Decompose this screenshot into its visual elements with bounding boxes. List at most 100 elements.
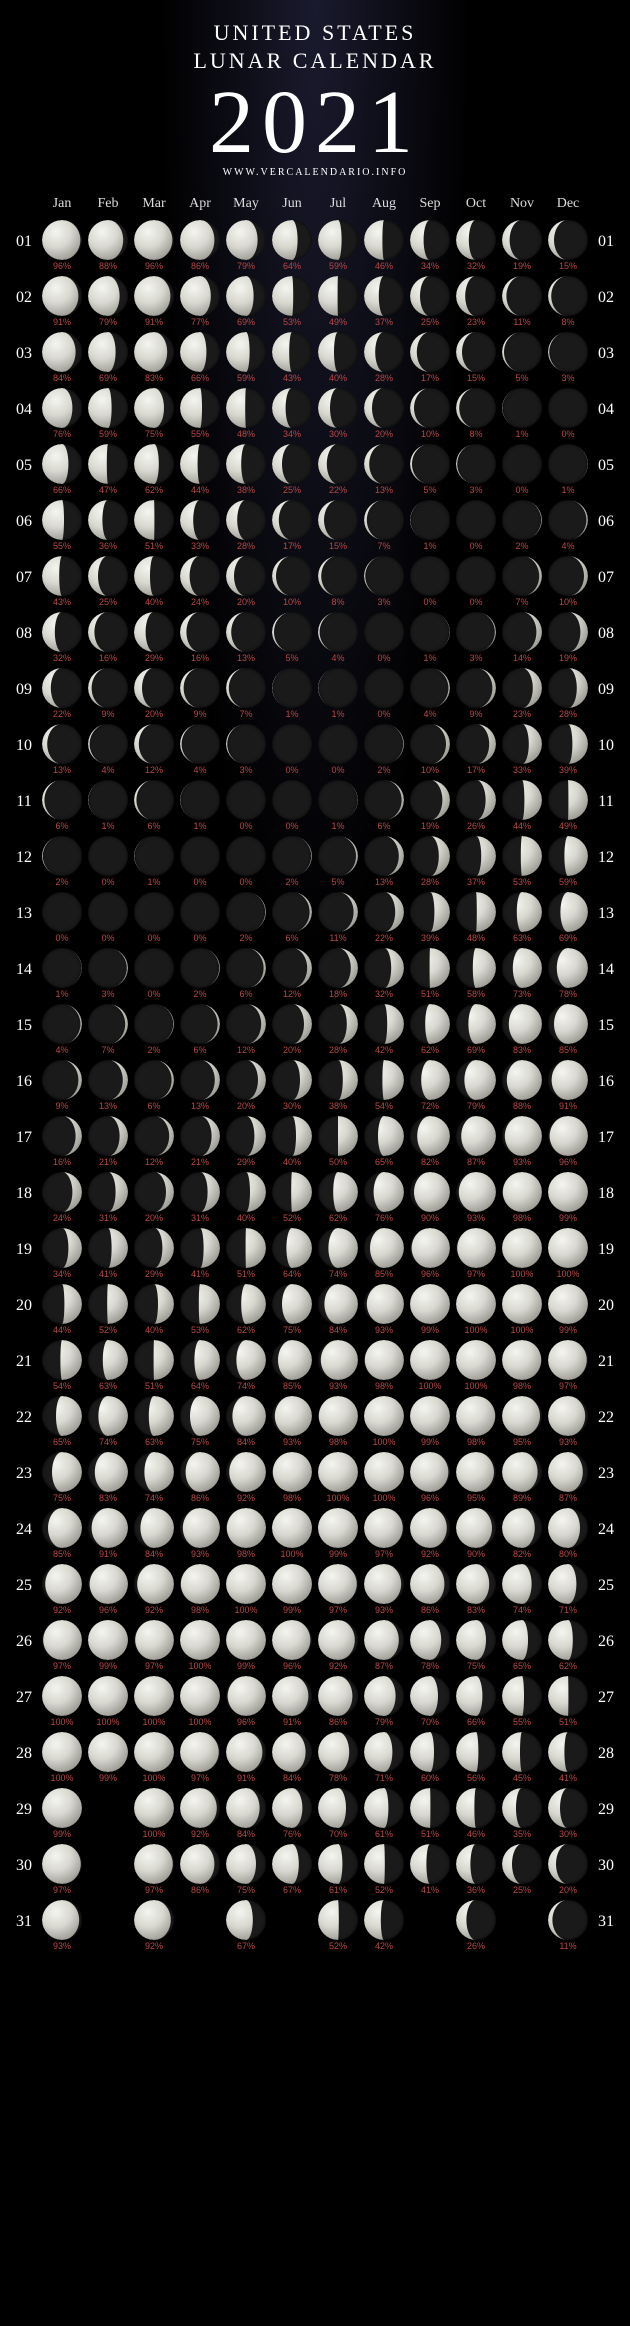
moon-icon xyxy=(42,1396,82,1436)
moon-icon xyxy=(364,1788,404,1828)
moon-cell: 100% xyxy=(546,1228,590,1284)
illumination-percent: 73% xyxy=(513,989,531,999)
illumination-percent: 1% xyxy=(193,821,206,831)
moon-cell: 84% xyxy=(270,1732,314,1788)
illumination-percent: 97% xyxy=(329,1605,347,1615)
moon-cell: 9% xyxy=(178,668,222,724)
moon-icon xyxy=(318,612,358,652)
illumination-percent: 39% xyxy=(421,933,439,943)
illumination-percent: 51% xyxy=(421,989,439,999)
moon-icon xyxy=(226,1564,266,1604)
moon-cell: 47% xyxy=(86,444,130,500)
illumination-percent: 40% xyxy=(283,1157,301,1167)
illumination-percent: 6% xyxy=(193,1045,206,1055)
moon-icon xyxy=(456,1060,496,1100)
moon-icon xyxy=(88,1396,128,1436)
illumination-percent: 100% xyxy=(96,1717,119,1727)
illumination-percent: 18% xyxy=(329,989,347,999)
moon-cell: 64% xyxy=(270,1228,314,1284)
illumination-percent: 30% xyxy=(283,1101,301,1111)
illumination-percent: 3% xyxy=(561,373,574,383)
moon-icon xyxy=(502,1284,542,1324)
moon-icon xyxy=(548,1396,588,1436)
empty-cell xyxy=(408,1900,452,1956)
moon-icon xyxy=(364,1396,404,1436)
illumination-percent: 99% xyxy=(559,1325,577,1335)
illumination-percent: 0% xyxy=(331,765,344,775)
month-label: Feb xyxy=(86,196,130,212)
moon-icon xyxy=(272,388,312,428)
illumination-percent: 65% xyxy=(513,1661,531,1671)
moon-icon xyxy=(410,1284,450,1324)
illumination-percent: 24% xyxy=(53,1213,71,1223)
moon-icon xyxy=(42,1844,82,1884)
moon-icon xyxy=(548,836,588,876)
moon-cell: 14% xyxy=(500,612,544,668)
illumination-percent: 5% xyxy=(331,877,344,887)
moon-icon xyxy=(318,1844,358,1884)
moon-cell: 46% xyxy=(362,220,406,276)
illumination-percent: 0% xyxy=(561,429,574,439)
illumination-percent: 91% xyxy=(145,317,163,327)
moon-icon xyxy=(548,1452,588,1492)
illumination-percent: 1% xyxy=(515,429,528,439)
moon-icon xyxy=(410,1060,450,1100)
moon-cell: 4% xyxy=(408,668,452,724)
moon-icon xyxy=(364,1116,404,1156)
moon-cell: 96% xyxy=(270,1620,314,1676)
illumination-percent: 4% xyxy=(561,541,574,551)
moon-cell: 1% xyxy=(316,668,360,724)
illumination-percent: 67% xyxy=(237,1941,255,1951)
moon-icon xyxy=(318,1452,358,1492)
moon-cell: 98% xyxy=(270,1452,314,1508)
moon-icon xyxy=(272,948,312,988)
moon-cell: 54% xyxy=(362,1060,406,1116)
moon-icon xyxy=(42,612,82,652)
moon-cell: 5% xyxy=(408,444,452,500)
empty-cell xyxy=(86,1900,130,1956)
moon-cell: 55% xyxy=(500,1676,544,1732)
illumination-percent: 7% xyxy=(515,597,528,607)
illumination-percent: 46% xyxy=(375,261,393,271)
empty-cell xyxy=(178,1900,222,1956)
moon-icon xyxy=(456,724,496,764)
illumination-percent: 23% xyxy=(513,709,531,719)
day-label-left: 04 xyxy=(10,388,38,432)
moon-cell: 11% xyxy=(500,276,544,332)
illumination-percent: 4% xyxy=(331,653,344,663)
illumination-percent: 1% xyxy=(55,989,68,999)
moon-cell: 83% xyxy=(132,332,176,388)
moon-cell: 34% xyxy=(408,220,452,276)
moon-cell: 20% xyxy=(270,1004,314,1060)
illumination-percent: 13% xyxy=(99,1101,117,1111)
moon-cell: 52% xyxy=(86,1284,130,1340)
moon-cell: 28% xyxy=(408,836,452,892)
illumination-percent: 99% xyxy=(283,1605,301,1615)
day-label-left: 31 xyxy=(10,1900,38,1944)
illumination-percent: 28% xyxy=(237,541,255,551)
moon-cell: 79% xyxy=(224,220,268,276)
moon-icon xyxy=(548,1172,588,1212)
moon-cell: 93% xyxy=(362,1564,406,1620)
moon-icon xyxy=(272,780,312,820)
moon-icon xyxy=(548,500,588,540)
illumination-percent: 0% xyxy=(193,933,206,943)
moon-cell: 66% xyxy=(40,444,84,500)
moon-cell: 5% xyxy=(316,836,360,892)
illumination-percent: 100% xyxy=(142,1717,165,1727)
illumination-percent: 74% xyxy=(237,1381,255,1391)
moon-cell: 84% xyxy=(316,1284,360,1340)
illumination-percent: 1% xyxy=(423,541,436,551)
day-label-left: 17 xyxy=(10,1116,38,1160)
illumination-percent: 2% xyxy=(55,877,68,887)
illumination-percent: 2% xyxy=(515,541,528,551)
moon-icon xyxy=(88,276,128,316)
illumination-percent: 35% xyxy=(513,1829,531,1839)
moon-cell: 36% xyxy=(454,1844,498,1900)
moon-cell: 19% xyxy=(408,780,452,836)
moon-icon xyxy=(42,892,82,932)
moon-icon xyxy=(364,388,404,428)
moon-icon xyxy=(318,556,358,596)
illumination-percent: 2% xyxy=(239,933,252,943)
moon-cell: 32% xyxy=(362,948,406,1004)
